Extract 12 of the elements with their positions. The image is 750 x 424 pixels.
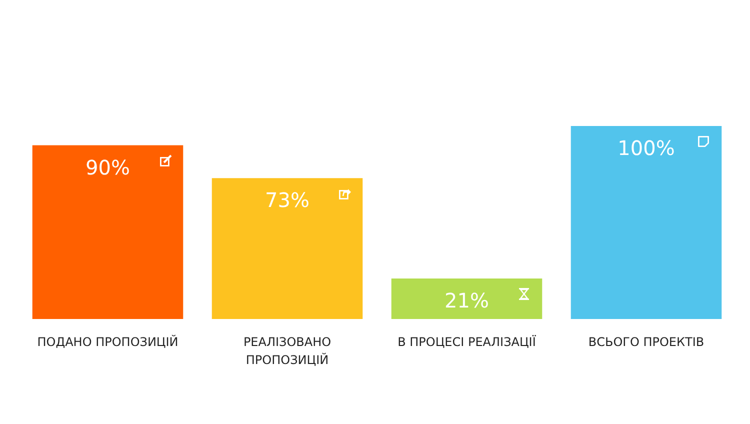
data-label: 90% <box>86 155 130 180</box>
data-label: 100% <box>618 136 675 160</box>
data-label: 21% <box>444 288 489 312</box>
data-label: 73% <box>265 188 310 212</box>
bar <box>32 145 184 319</box>
x-tick-label: РЕАЛІЗОВАНО ПРОПОЗИЦІЙ <box>243 335 332 367</box>
bar <box>570 126 722 319</box>
bar <box>212 178 363 319</box>
bar <box>391 278 542 319</box>
x-tick-label: ПОДАНО ПРОПОЗИЦІЙ <box>37 334 178 349</box>
x-tick-label: В ПРОЦЕСІ РЕАЛІЗАЦІЇ <box>398 335 536 349</box>
x-tick-label: ВСЬОГО ПРОЕКТІВ <box>588 335 704 349</box>
